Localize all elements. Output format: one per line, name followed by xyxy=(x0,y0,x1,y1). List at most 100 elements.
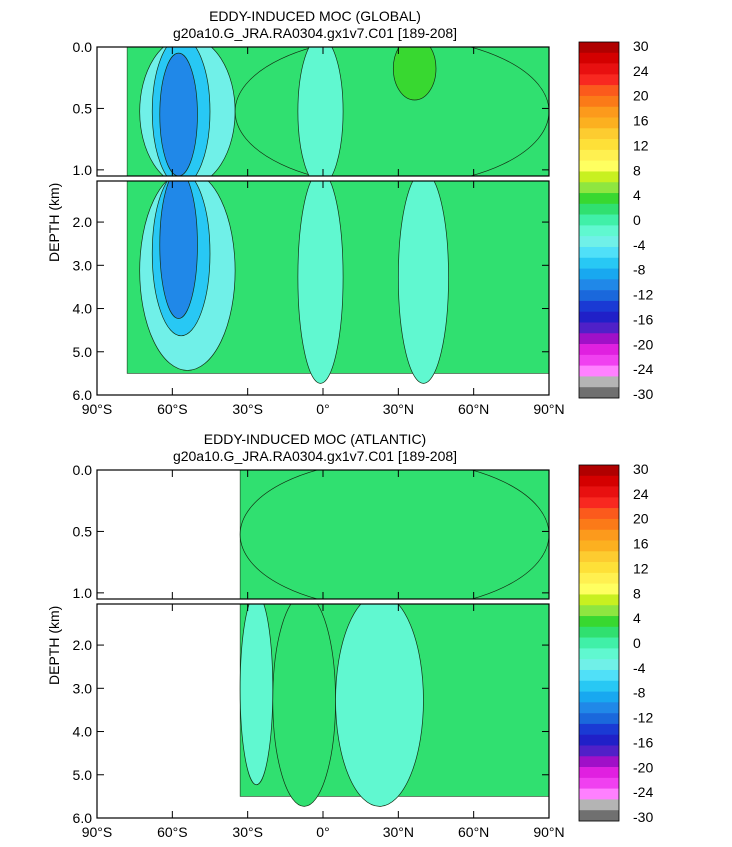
contour-region xyxy=(239,470,549,599)
x-tick-label: 0° xyxy=(316,401,329,417)
global-moc-figure: EDDY-INDUCED MOC (GLOBAL) g20a10.G_JRA.R… xyxy=(0,0,732,423)
x-tick-label: 60°S xyxy=(157,824,188,840)
y-tick-label: 6.0 xyxy=(73,387,93,403)
colorbar-label: -12 xyxy=(633,287,653,303)
colorbar-swatch xyxy=(579,723,619,735)
colorbar-label: 12 xyxy=(633,560,649,576)
colorbar-swatch xyxy=(579,691,619,703)
colorbar-swatch xyxy=(579,810,619,822)
colorbar-swatch xyxy=(579,322,619,334)
colorbar-swatch xyxy=(579,486,619,498)
colorbar-swatch xyxy=(579,85,619,97)
contour-region xyxy=(397,181,449,384)
colorbar: 30 24 20 16 12 8 4 0 -4 -8 -12 -16 -20 -24 -30 xyxy=(578,38,653,402)
colorbar-swatch xyxy=(579,659,619,671)
colorbar-swatch xyxy=(579,365,619,377)
colorbar-swatch xyxy=(579,702,619,714)
colorbar-swatch xyxy=(579,767,619,779)
colorbar-swatch xyxy=(579,713,619,725)
colorbar-swatch xyxy=(579,376,619,388)
chart-title: EDDY-INDUCED MOC (ATLANTIC) xyxy=(203,431,427,447)
colorbar-label: 4 xyxy=(633,187,641,203)
colorbar-label: 16 xyxy=(633,536,649,552)
colorbar-label: -12 xyxy=(633,710,653,726)
colorbar-label: 20 xyxy=(633,511,649,527)
colorbar-label: 8 xyxy=(633,585,641,601)
contour-region xyxy=(297,47,344,176)
y-tick-label: 6.0 xyxy=(73,810,93,826)
x-tick-label: 60°N xyxy=(458,401,489,417)
y-tick-label: 2.0 xyxy=(73,637,93,653)
y-tick-label: 4.0 xyxy=(73,724,93,740)
colorbar-swatch xyxy=(579,777,619,789)
colorbar-swatch xyxy=(579,193,619,205)
x-tick-label: 60°N xyxy=(458,824,489,840)
contour-fill xyxy=(126,47,549,176)
x-tick-label: 90°N xyxy=(533,824,564,840)
colorbar-swatch xyxy=(579,149,619,161)
colorbar-swatch xyxy=(579,518,619,531)
contour-fill xyxy=(239,470,549,599)
colorbar-swatch xyxy=(579,52,619,64)
colorbar-swatch xyxy=(579,788,619,800)
colorbar-swatch xyxy=(579,160,619,172)
colorbar-swatch xyxy=(579,540,619,552)
chart-subtitle: g20a10.G_JRA.RA0304.gx1v7.C01 [189-208] xyxy=(172,25,458,41)
colorbar-label: -16 xyxy=(633,311,653,327)
colorbar-swatch xyxy=(579,551,619,563)
atlantic-moc-figure: EDDY-INDUCED MOC (ATLANTIC) g20a10.G_JRA… xyxy=(0,423,732,846)
colorbar-swatch xyxy=(579,300,619,312)
colorbar-label: -8 xyxy=(633,262,646,278)
contour-region xyxy=(159,52,198,176)
contour-fill xyxy=(239,604,549,807)
colorbar-swatch xyxy=(579,333,619,345)
colorbar-swatch xyxy=(579,290,619,302)
colorbar-swatch xyxy=(579,128,619,140)
colorbar-swatch xyxy=(579,572,619,584)
y-tick-label: 0.5 xyxy=(73,523,93,539)
colorbar-label: -30 xyxy=(633,809,653,825)
y-tick-label: 3.0 xyxy=(73,257,93,273)
colorbar-swatch xyxy=(579,508,619,520)
colorbar-label: 30 xyxy=(633,38,649,54)
colorbar: 30 24 20 16 12 8 4 0 -4 -8 -12 -16 -20 -24 -30 xyxy=(578,461,653,825)
colorbar-swatch xyxy=(579,745,619,757)
colorbar-label: 24 xyxy=(633,486,649,502)
contour-region xyxy=(239,604,274,786)
y-tick-label: 4.0 xyxy=(73,301,93,317)
x-tick-label: 90°S xyxy=(82,824,113,840)
contour-region xyxy=(234,47,549,176)
colorbar-swatch xyxy=(579,680,619,692)
colorbar-swatch xyxy=(579,117,619,129)
y-tick-label: 2.0 xyxy=(73,214,93,230)
x-tick-label: 90°N xyxy=(533,401,564,417)
lower-panel: 2.0 3.0 4.0 5.0 6.0 xyxy=(73,603,550,826)
atlantic-moc-plot: 0.0 0.5 1.0 2.0 3.0 4.0 5.0 6.090°S 60°S 30°S 0° 30… xyxy=(73,461,654,840)
colorbar-swatch xyxy=(579,616,619,628)
lower-panel: 2.0 3.0 4.0 5.0 6.0 xyxy=(73,180,550,403)
colorbar-swatch xyxy=(579,203,619,215)
colorbar-swatch xyxy=(579,648,619,660)
contour-region xyxy=(159,181,198,319)
colorbar-label: 30 xyxy=(633,461,649,477)
contour-region xyxy=(297,181,344,384)
colorbar-swatch xyxy=(579,637,619,649)
upper-panel: 0.0 0.5 1.0 xyxy=(73,39,550,178)
colorbar-swatch xyxy=(579,799,619,811)
y-tick-label: 5.0 xyxy=(73,767,93,783)
contour-region xyxy=(272,604,336,807)
colorbar-label: 0 xyxy=(633,635,641,651)
colorbar-label: -20 xyxy=(633,759,653,775)
x-tick-label: 30°N xyxy=(383,401,414,417)
colorbar-label: 20 xyxy=(633,88,649,104)
x-tick-label: 60°S xyxy=(157,401,188,417)
y-tick-label: 5.0 xyxy=(73,344,93,360)
colorbar-swatch xyxy=(579,475,619,487)
y-tick-label: 1.0 xyxy=(73,585,93,601)
colorbar-swatch xyxy=(579,562,619,574)
colorbar-label: -30 xyxy=(633,386,653,402)
colorbar-swatch xyxy=(579,214,619,226)
colorbar-swatch xyxy=(579,529,619,541)
colorbar-swatch xyxy=(579,182,619,194)
y-tick-label: 0.0 xyxy=(73,39,93,55)
